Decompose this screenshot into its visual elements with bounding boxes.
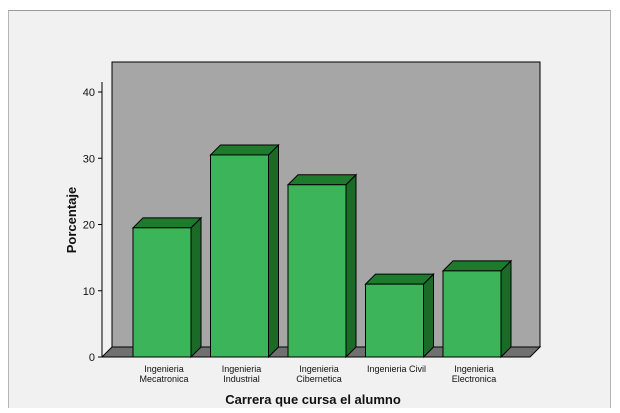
bar-top bbox=[441, 260, 513, 272]
x-tick-label: Ingenieria Cibernetica bbox=[296, 364, 342, 384]
bar-top bbox=[286, 174, 358, 186]
y-tick-label: 30 bbox=[83, 153, 95, 165]
y-tick-label: 40 bbox=[83, 87, 95, 99]
bar-side bbox=[500, 259, 512, 359]
bar-side bbox=[345, 173, 357, 359]
bar-side bbox=[423, 272, 434, 359]
x-tick-label: Ingenieria Mecatronica bbox=[139, 364, 188, 384]
y-tick-label: 0 bbox=[89, 352, 95, 364]
y-tick-label: 10 bbox=[83, 286, 95, 298]
y-tick-label: 20 bbox=[83, 220, 95, 232]
bar bbox=[365, 283, 424, 358]
bar bbox=[210, 154, 269, 358]
bar bbox=[287, 184, 347, 358]
bar-side bbox=[268, 143, 279, 359]
bar-top bbox=[131, 217, 203, 229]
bar-side bbox=[190, 216, 202, 359]
x-tick-label: Ingenieria Industrial bbox=[222, 364, 262, 384]
bar bbox=[442, 270, 502, 358]
bar-top bbox=[364, 273, 435, 285]
x-tick-label: Ingenieria Civil bbox=[367, 364, 426, 374]
y-axis-title: Porcentaje bbox=[64, 187, 79, 253]
bar bbox=[132, 227, 192, 358]
x-tick-label: Ingenieria Electronica bbox=[452, 364, 497, 384]
bar-top bbox=[209, 144, 280, 156]
x-axis-title: Carrera que cursa el alumno bbox=[225, 392, 401, 407]
